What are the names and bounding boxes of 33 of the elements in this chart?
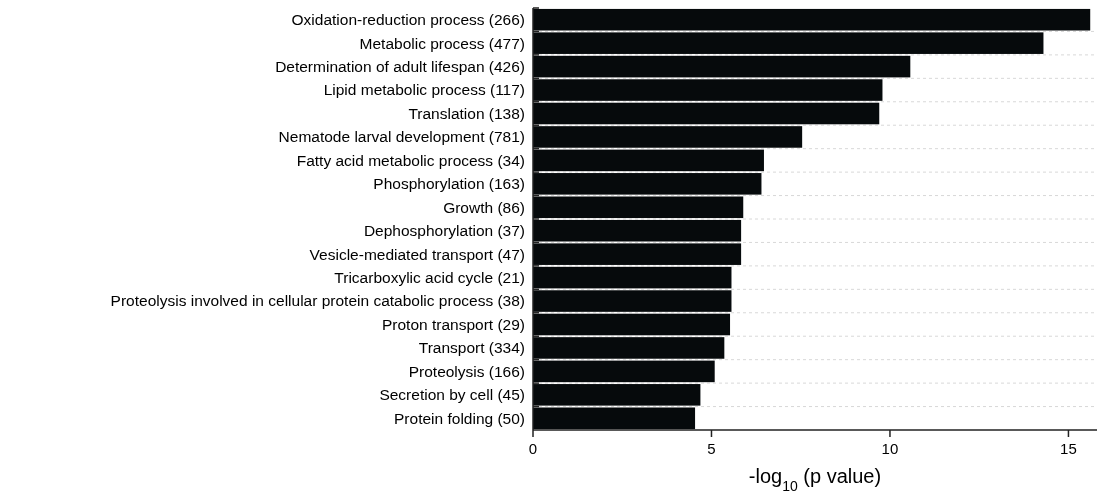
bar (533, 313, 731, 336)
x-tick-label: 0 (528, 440, 538, 457)
y-tick-label: Translation (138) (408, 104, 525, 122)
y-tick-label: Determination of adult lifespan (426) (275, 58, 525, 76)
y-tick-label: Secretion by cell (45) (379, 386, 525, 404)
y-tick-label: Protein folding (50) (394, 409, 525, 427)
y-tick-label: Vesicle-mediated transport (47) (309, 245, 525, 263)
y-tick-label: Tricarboxylic acid cycle (21) (334, 269, 525, 287)
y-tick-label: Nematode larval development (781) (278, 128, 525, 146)
bar (533, 102, 880, 125)
y-tick-label: Proteolysis (166) (408, 362, 525, 380)
bar (533, 360, 715, 383)
bar (533, 79, 883, 101)
x-tick-label: 15 (1060, 440, 1077, 457)
bar (533, 149, 764, 172)
y-tick-label: Phosphorylation (163) (373, 175, 525, 193)
y-tick-label: Dephosphorylation (37) (363, 222, 525, 240)
y-tick-label: Proteolysis involved in cellular protein catabolic process (38) (110, 292, 525, 310)
x-axis-title: -log$_{10}$ (p value) (748, 465, 882, 494)
y-tick-label: Transport (334) (418, 339, 525, 357)
y-tick-label: Fatty acid metabolic process (34) (296, 151, 525, 169)
bar (533, 266, 732, 289)
bar (533, 126, 803, 148)
y-tick-label: Oxidation-reduction process (266) (291, 11, 525, 29)
x-tick-label: 5 (707, 440, 716, 457)
bar (533, 337, 725, 359)
bar (533, 290, 732, 312)
y-tick-label: Metabolic process (477) (359, 34, 525, 52)
x-tick-label: 10 (881, 440, 899, 457)
bar (533, 55, 911, 78)
y-tick-label: Growth (86) (443, 198, 525, 216)
y-tick-label: Proton transport (29) (381, 315, 525, 333)
y-tick-label: Lipid metabolic process (117) (323, 81, 525, 99)
